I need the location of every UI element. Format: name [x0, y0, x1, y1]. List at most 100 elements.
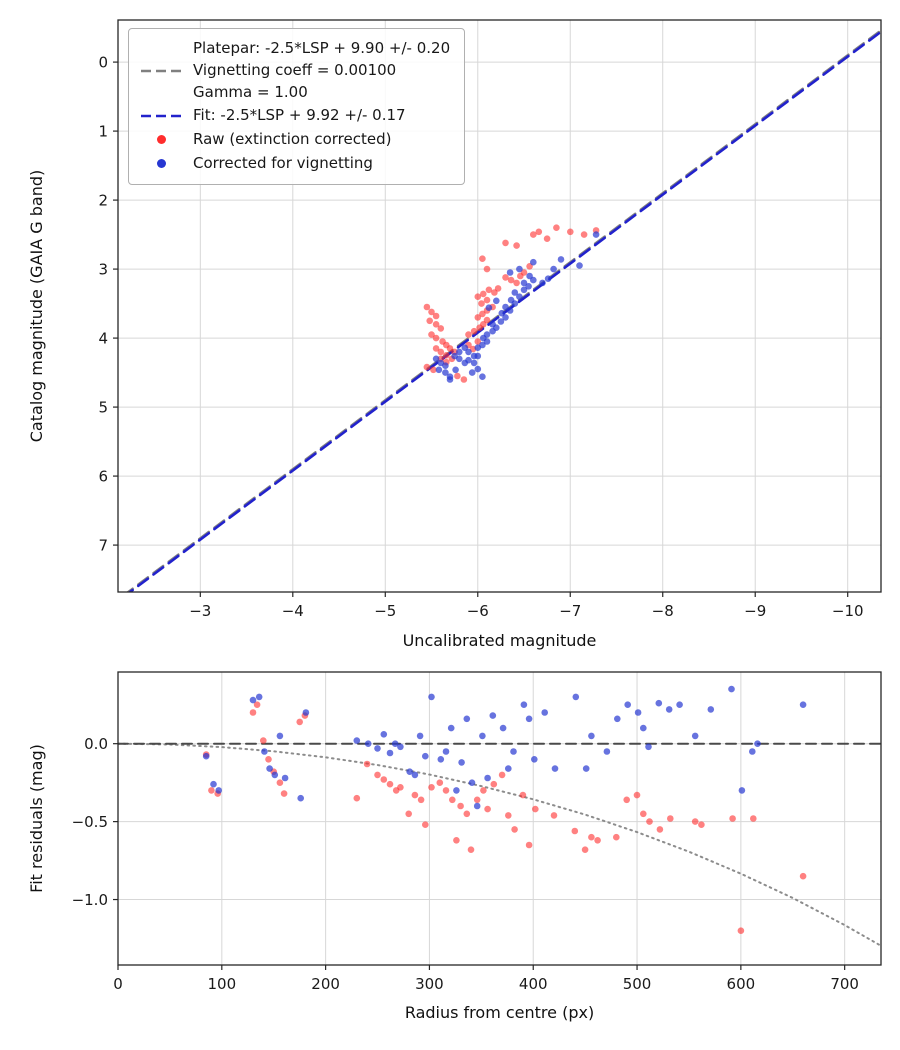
dot-icon [156, 135, 166, 145]
data-point [460, 376, 468, 383]
data-point [474, 293, 482, 301]
data-point [442, 362, 449, 370]
data-point [519, 791, 527, 799]
x-axis-label: Radius from centre (px) [405, 1003, 594, 1022]
data-point [520, 701, 528, 708]
data-point [505, 765, 512, 772]
data-point [550, 812, 558, 819]
legend-dashed-line-marker [138, 67, 184, 75]
data-point [691, 818, 699, 825]
data-point [447, 724, 455, 732]
data-point [480, 787, 487, 794]
data-point [580, 231, 588, 238]
data-point [380, 731, 388, 738]
plot-background [118, 672, 881, 965]
data-point [646, 818, 653, 825]
y-axis-label: Fit residuals (mag) [27, 744, 46, 893]
data-point [485, 286, 493, 294]
data-point [442, 369, 449, 376]
data-point [749, 748, 756, 755]
data-point [442, 787, 450, 794]
data-point [261, 748, 268, 755]
y-tick-label: −1.0 [72, 891, 108, 909]
data-point [483, 331, 491, 338]
dashed-line-icon [141, 114, 181, 118]
data-point [510, 748, 517, 755]
data-point [582, 765, 590, 772]
data-point [432, 345, 440, 352]
data-point [364, 740, 372, 747]
data-point [432, 312, 440, 320]
data-point [553, 224, 560, 231]
data-point [474, 314, 482, 321]
data-point [457, 802, 464, 810]
data-point [544, 275, 552, 283]
data-point [489, 321, 496, 328]
data-point [374, 745, 381, 752]
data-point [592, 231, 600, 238]
data-point [505, 812, 512, 819]
data-point [465, 348, 472, 356]
data-point [428, 693, 435, 701]
data-point [502, 274, 509, 281]
data-point [494, 285, 502, 292]
data-point [458, 759, 465, 766]
data-point [484, 774, 491, 782]
data-point [707, 706, 715, 713]
dot-icon [156, 159, 166, 169]
legend-entry: Platepar: -2.5*LSP + 9.90 +/- 0.20 Vignet… [138, 38, 450, 103]
data-point [513, 242, 520, 249]
legend-label: Platepar: -2.5*LSP + 9.90 +/- 0.20 Vignet… [193, 39, 451, 101]
data-point [535, 228, 543, 236]
y-tick-label: 6 [98, 468, 108, 486]
data-point [729, 815, 736, 822]
data-point [435, 366, 443, 374]
data-point [551, 765, 559, 772]
plot-border [117, 671, 882, 966]
data-point [265, 756, 272, 763]
data-point [297, 794, 305, 802]
x-axis-label: Uncalibrated magnitude [403, 631, 597, 650]
y-tick-label: 3 [98, 261, 108, 279]
data-point [470, 327, 478, 335]
y-tick-label: 0.0 [84, 735, 108, 753]
data-point [502, 239, 509, 247]
x-tick-label: 400 [519, 975, 548, 993]
y-tick-label: −0.5 [72, 813, 108, 831]
data-point [363, 760, 371, 768]
data-point [633, 791, 641, 799]
fit-line [127, 30, 881, 592]
data-point [513, 279, 520, 287]
data-point [454, 372, 461, 380]
data-point [728, 685, 735, 693]
data-point [405, 810, 413, 818]
data-point [465, 356, 472, 364]
x-tick-label: 600 [727, 975, 756, 993]
data-point [483, 265, 491, 273]
data-point [530, 231, 537, 238]
data-point [428, 331, 435, 338]
data-point [506, 307, 514, 314]
data-point [557, 256, 565, 263]
data-point [468, 369, 476, 376]
data-point [443, 352, 450, 359]
data-point [266, 765, 273, 772]
y-axis-label: Catalog magnitude (GAIA G band) [27, 170, 46, 442]
data-point [502, 303, 509, 311]
data-point [511, 289, 519, 296]
data-point [253, 701, 261, 708]
data-point [468, 779, 476, 786]
legend-label: Raw (extinction corrected) [193, 130, 392, 148]
data-point [432, 334, 440, 342]
x-tick-label: 100 [207, 975, 236, 993]
data-point [430, 366, 437, 374]
data-point [624, 701, 631, 708]
fit-residuals-chart: 0 100 200 300 400 500 600 700 0.0 −0.5 −1.0 Radius … [27, 671, 882, 1022]
corrected-residuals [202, 685, 807, 810]
data-point [411, 791, 419, 799]
x-tick-label: −6 [467, 602, 489, 620]
data-point [453, 837, 460, 844]
data-point [411, 771, 419, 779]
data-point [493, 297, 500, 305]
